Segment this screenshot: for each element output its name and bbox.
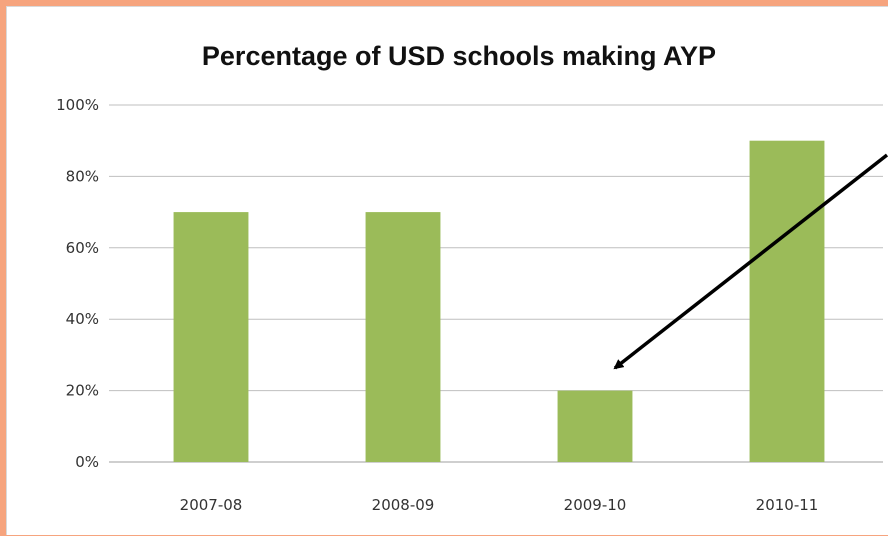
y-tick-label: 0% [75,453,99,471]
x-tick-label: 2009-10 [564,496,627,514]
y-tick-label: 80% [66,167,99,185]
chart-frame: Percentage of USD schools making AYP 0% 2… [6,6,888,535]
x-axis-ticks: 2007-08 2008-09 2009-10 2010-11 [180,496,819,514]
y-axis-ticks: 0% 20% 40% 60% 80% 100% [56,96,99,471]
y-tick-label: 100% [56,96,99,114]
chart-title: Percentage of USD schools making AYP [202,41,716,71]
x-tick-label: 2007-08 [180,496,243,514]
bars [173,140,825,462]
annotation-arrow [613,153,888,370]
bar-2007-08 [173,212,249,462]
y-tick-label: 40% [66,310,99,328]
bar-2008-09 [365,212,441,462]
x-tick-label: 2010-11 [756,496,819,514]
bar-2010-11 [749,140,825,462]
x-tick-label: 2008-09 [372,496,435,514]
bar-2009-10 [557,390,633,462]
bar-chart: Percentage of USD schools making AYP 0% 2… [56,41,888,514]
y-tick-label: 60% [66,239,99,257]
y-tick-label: 20% [66,382,99,400]
